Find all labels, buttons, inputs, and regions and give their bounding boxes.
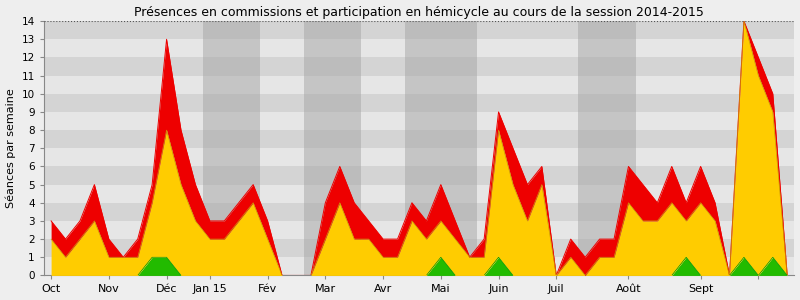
Y-axis label: Séances par semaine: Séances par semaine bbox=[6, 88, 16, 208]
Bar bbox=[44, 130, 794, 148]
Title: Présences en commissions et participation en hémicycle au cours de la session 20: Présences en commissions et participatio… bbox=[134, 6, 704, 19]
Bar bbox=[44, 203, 794, 221]
Bar bbox=[44, 39, 794, 57]
Bar bbox=[202, 21, 260, 275]
Bar bbox=[304, 21, 362, 275]
Bar bbox=[44, 57, 794, 76]
Bar bbox=[44, 167, 794, 184]
Bar bbox=[44, 94, 794, 112]
Bar bbox=[405, 21, 477, 275]
Bar bbox=[44, 21, 794, 39]
Bar bbox=[44, 112, 794, 130]
Bar bbox=[44, 148, 794, 166]
Bar bbox=[44, 221, 794, 239]
Bar bbox=[44, 239, 794, 257]
Bar bbox=[44, 76, 794, 94]
Bar bbox=[578, 21, 636, 275]
Bar bbox=[44, 257, 794, 275]
Bar bbox=[44, 184, 794, 203]
